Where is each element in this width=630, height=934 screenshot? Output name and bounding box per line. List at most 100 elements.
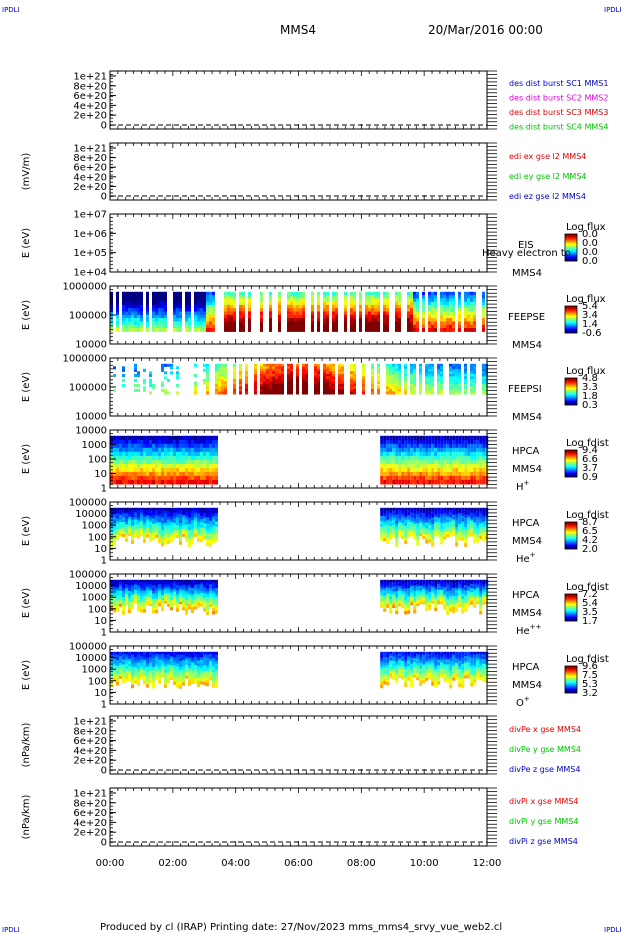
spectrogram-cell: [350, 321, 353, 326]
spectrogram-cell: [326, 318, 329, 322]
spectrogram-cell: [146, 308, 149, 313]
spectrogram-cell: [296, 386, 299, 390]
spectrogram-cell: [119, 463, 122, 469]
spectrogram-cell: [455, 511, 459, 515]
spectrogram-cell: [260, 298, 263, 303]
spectrogram-cell: [353, 324, 356, 329]
spectrogram-cell: [317, 308, 320, 313]
spectrogram-cell: [206, 455, 209, 461]
colorbar-step: [565, 472, 577, 474]
spectrogram-cell: [182, 533, 185, 537]
spectrogram-cell: [158, 447, 161, 453]
spectrogram-cell: [452, 521, 456, 525]
spectrogram-cell: [140, 314, 143, 319]
colorbar-step: [565, 330, 577, 332]
spectrogram-cell: [176, 321, 179, 326]
spectrogram-cell: [449, 463, 453, 469]
spectrogram-cell: [248, 328, 251, 332]
spectrogram-cell: [206, 517, 209, 521]
spectrogram-cell: [200, 328, 203, 332]
spectrogram-cell: [302, 308, 305, 313]
colorbar-step: [565, 238, 577, 240]
spectrogram-cell: [128, 318, 131, 322]
spectrogram-cell: [161, 597, 164, 601]
spectrogram-cell: [479, 512, 483, 517]
spectrogram-cell: [137, 475, 140, 481]
spectrogram-cell: [431, 371, 434, 375]
spectrogram-cell: [425, 439, 429, 445]
spectrogram-cell: [398, 451, 402, 457]
spectrogram-cell: [200, 507, 203, 512]
spectrogram-cell: [242, 314, 245, 319]
spectrogram-cell: [281, 366, 284, 370]
spectrogram-cell: [125, 513, 128, 517]
spectrogram-cell: [377, 378, 380, 382]
spectrogram-cell: [467, 519, 471, 523]
spectrogram-cell: [419, 479, 423, 485]
spectrogram-cell: [323, 388, 326, 392]
spectrogram-cell: [410, 528, 414, 532]
spectrogram-cell: [224, 311, 227, 316]
spectrogram-cell: [152, 295, 155, 299]
spectrogram-cell: [233, 368, 236, 372]
spectrogram-cell: [188, 520, 191, 525]
spectrogram-cell: [209, 301, 212, 306]
spectrogram-cell: [125, 518, 128, 523]
spectrogram-cell: [350, 308, 353, 313]
spectrogram-cell: [410, 388, 413, 392]
spectrogram-cell: [158, 539, 161, 543]
spectrogram-cell: [413, 534, 417, 538]
spectrogram-cell: [419, 463, 423, 469]
spectrogram-cell: [122, 524, 125, 528]
spectrogram-cell: [446, 301, 449, 306]
spectrogram-cell: [386, 528, 390, 533]
spectrogram-cell: [437, 439, 441, 445]
spectrogram-cell: [323, 381, 326, 385]
spectrogram-cell: [230, 295, 233, 299]
spectrogram-cell: [440, 308, 443, 313]
spectrogram-cell: [470, 373, 473, 377]
spectrogram-cell: [395, 520, 399, 525]
spectrogram-cell: [443, 318, 446, 322]
spectrogram-cell: [128, 321, 131, 326]
spectrogram-cell: [146, 603, 149, 606]
spectrogram-cell: [395, 467, 399, 473]
spectrogram-cell: [326, 295, 329, 299]
spectrogram-cell: [179, 443, 182, 449]
spectrogram-cell: [206, 388, 209, 392]
spectrogram-cell: [161, 533, 164, 537]
spectrogram-cell: [419, 510, 423, 513]
spectrogram-cell: [452, 383, 455, 387]
spectrogram-cell: [137, 507, 140, 511]
spectrogram-cell: [434, 451, 438, 457]
spectrogram-cell: [440, 540, 444, 545]
spectrogram-cell: [203, 381, 206, 385]
spectrogram-cell: [137, 600, 140, 604]
spectrogram-cell: [125, 600, 128, 603]
spectrogram-cell: [191, 537, 194, 542]
spectrogram-cell: [152, 513, 155, 517]
spectrogram-cell: [428, 459, 432, 465]
spectrogram-cell: [476, 451, 480, 457]
spectrogram-cell: [128, 301, 131, 306]
spectrogram-cell: [395, 321, 398, 326]
spectrogram-cell: [155, 596, 158, 600]
spectrogram-cell: [161, 530, 164, 534]
spectrogram-cell: [122, 507, 125, 511]
colorbar-tick-label: 0.0: [582, 256, 598, 267]
spectrogram-cell: [194, 514, 197, 518]
spectrogram-cell: [407, 522, 411, 526]
spectrogram-cell: [302, 291, 305, 296]
spectrogram-cell: [125, 588, 128, 591]
spectrogram-cell: [182, 519, 185, 523]
spectrogram-cell: [158, 308, 161, 313]
spectrogram-cell: [185, 471, 188, 477]
spectrogram-cell: [470, 531, 474, 535]
spectrogram-cell: [461, 463, 465, 469]
spectrogram-cell: [113, 514, 116, 518]
spectrogram-cell: [431, 455, 435, 461]
spectrogram-cell: [470, 533, 474, 537]
spectrogram-cell: [212, 463, 215, 469]
spectrogram-cell: [413, 388, 416, 392]
spectrogram-cell: [305, 386, 308, 390]
